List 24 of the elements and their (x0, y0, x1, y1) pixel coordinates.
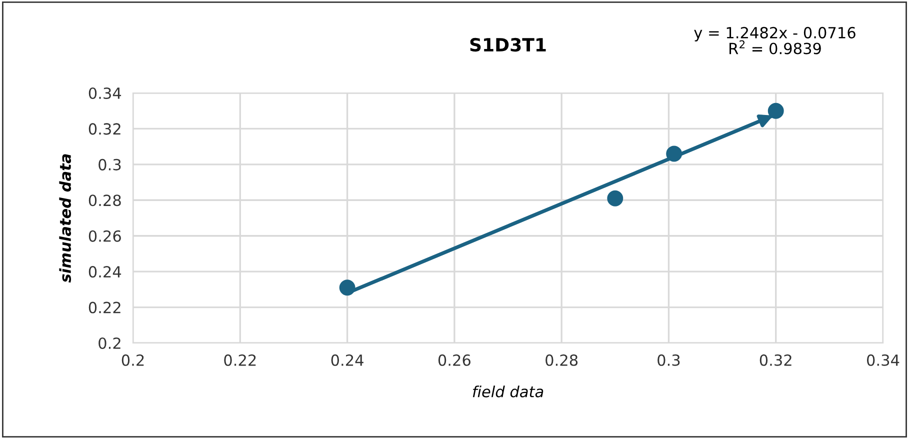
text: y = 1.2482x - 0.0716 R$^{2}$ = 0.9839 (694, 26, 856, 54)
point (339, 280, 356, 296)
point (768, 102, 784, 119)
x-tick-label: 0.3 (658, 354, 680, 366)
chart-title: S1D3T1 (470, 38, 546, 52)
x-tick-label: 0.26 (438, 354, 470, 366)
y-tick-label: 0.3 (98, 158, 121, 170)
point (666, 146, 682, 162)
x-tick-label: 0.34 (867, 354, 900, 366)
y-tick-label: 0.34 (88, 87, 122, 100)
x-tick-label: 0.32 (760, 354, 792, 366)
y-tick-label: 0.24 (88, 266, 122, 278)
y-tick-label: 0.22 (88, 302, 120, 314)
x-tick-label: 0.28 (546, 354, 578, 366)
y-tick-label: 0.32 (88, 123, 120, 135)
x-tick-label: 0.24 (331, 354, 364, 366)
x-axis-title: field data (472, 386, 544, 398)
x-tick-label: 0.2 (122, 354, 144, 366)
point (607, 190, 624, 206)
y-axis-title: simulated data (59, 154, 72, 283)
y-tick-label: 0.26 (88, 230, 121, 242)
x-tick-label: 0.22 (224, 354, 256, 366)
y-tick-label: 0.28 (88, 194, 121, 206)
y-tick-label: 0.2 (98, 337, 120, 350)
